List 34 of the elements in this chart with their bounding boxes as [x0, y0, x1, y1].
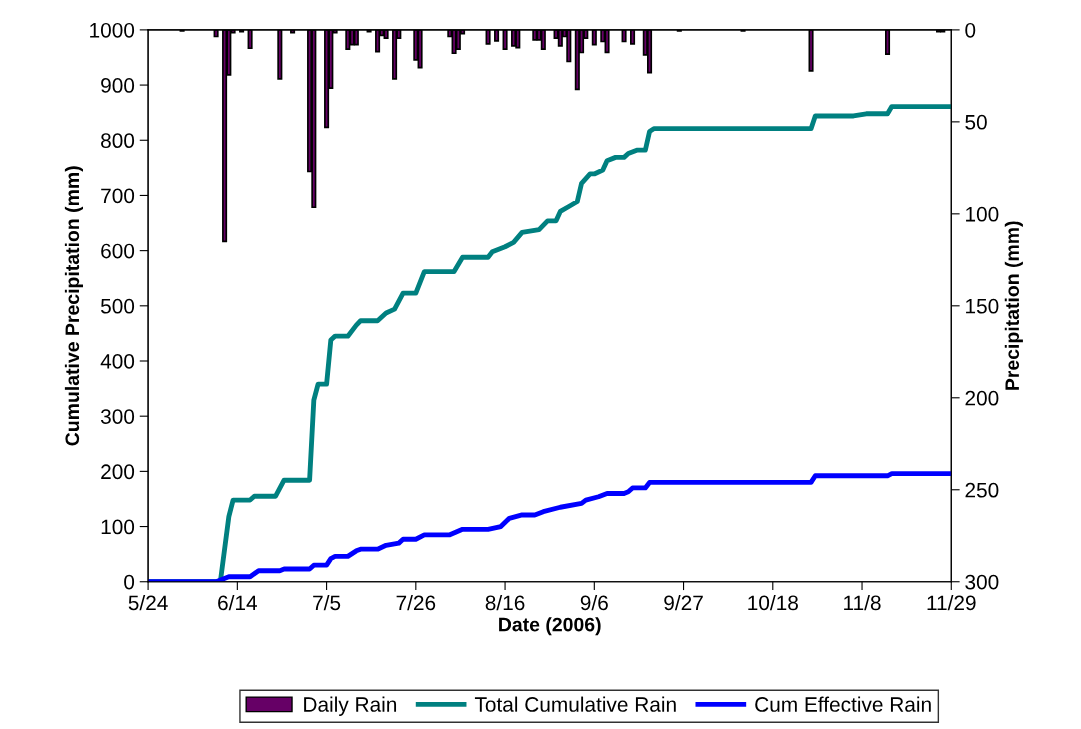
x-tick-label: 11/29: [927, 594, 976, 611]
y2-tick-label: 0: [965, 22, 976, 38]
y2-tick-label: 300: [965, 574, 999, 590]
x-tick-label: 10/18: [748, 594, 798, 611]
y-tick-label: 100: [101, 519, 135, 535]
y2-tick-label: 250: [965, 482, 999, 498]
y-axis-title: Cumulative Precipitation (mm): [64, 166, 84, 446]
x-axis-title: Date (2006): [499, 617, 601, 636]
x-tick-label: 7/26: [396, 594, 436, 611]
y-tick-label: 1000: [90, 22, 135, 38]
y-tick-label: 700: [101, 188, 135, 204]
y-tick-label: 500: [100, 298, 135, 314]
x-tick-label: 6/14: [218, 594, 258, 611]
y2-tick-label: 150: [966, 298, 999, 314]
y-tick-label: 200: [101, 464, 135, 480]
y2-tick-label: 100: [966, 206, 999, 222]
y-tick-label: 800: [101, 133, 135, 149]
x-tick-label: 9/27: [664, 594, 703, 611]
legend-label: Daily Rain: [304, 696, 397, 716]
y2-tick-label: 200: [965, 390, 999, 406]
x-tick-label: 11/8: [844, 594, 881, 611]
y-tick-label: 0: [124, 574, 135, 590]
legend-label: Total Cumulative Rain: [474, 696, 676, 712]
x-tick-label: 8/16: [485, 594, 525, 611]
y-tick-label: 600: [101, 243, 135, 259]
y-tick-label: 300: [100, 409, 135, 424]
y2-tick-label: 50: [965, 114, 987, 130]
y-tick-label: 400: [100, 354, 135, 369]
x-tick-label: 9/6: [580, 594, 608, 611]
x-tick-label: 7/5: [313, 594, 341, 611]
legend-label: Cum Effective Rain: [755, 696, 931, 712]
y-tick-label: 900: [101, 78, 135, 93]
x-tick-label: 5/24: [128, 594, 168, 611]
y2-axis-title: Precipitation (mm): [1004, 221, 1023, 390]
